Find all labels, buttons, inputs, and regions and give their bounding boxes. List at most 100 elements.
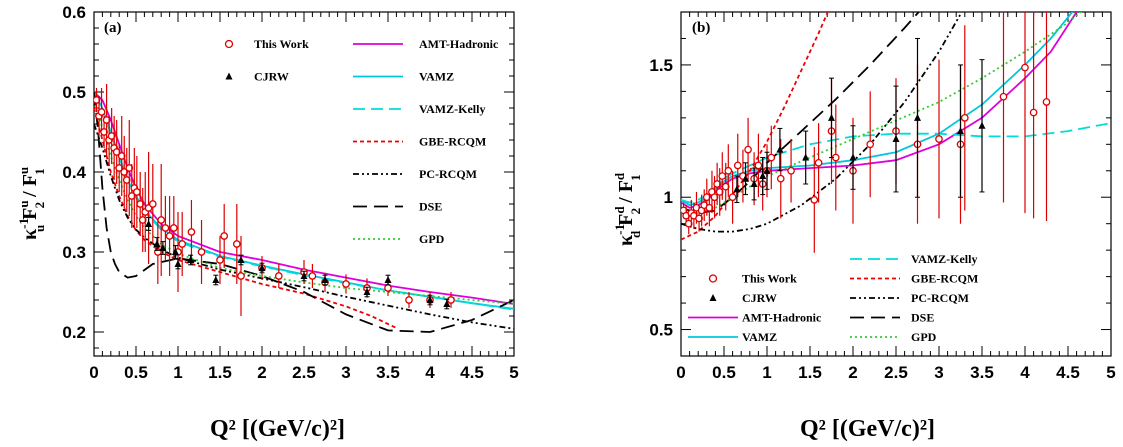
point-cjrw bbox=[978, 121, 986, 129]
point-cjrw bbox=[174, 260, 182, 267]
legend-label-pc-rcqm: PC-RCQM bbox=[419, 167, 477, 181]
point-cjrw bbox=[300, 272, 308, 279]
point-this-work bbox=[866, 140, 875, 149]
x-tick-label: 1 bbox=[762, 363, 771, 382]
x-tick-label: 1 bbox=[173, 363, 182, 382]
point-this-work bbox=[178, 240, 187, 248]
point-this-work bbox=[744, 145, 752, 154]
x-tick-label: 3 bbox=[341, 363, 350, 382]
y-axis-title-a: κ-1u Fu2 / Fu1 bbox=[16, 167, 47, 240]
curve-gbe-rcqm bbox=[94, 107, 397, 329]
x-tick-label: 1.5 bbox=[208, 363, 232, 382]
point-cjrw bbox=[750, 180, 758, 187]
point-this-work bbox=[342, 280, 350, 288]
point-this-work bbox=[127, 192, 136, 200]
legend-label-gbe-rcqm: GBE-RCQM bbox=[911, 272, 978, 286]
x-tick-label: 4.5 bbox=[460, 363, 484, 382]
point-this-work bbox=[197, 248, 206, 256]
point-this-work bbox=[148, 200, 157, 208]
legend-marker-cjrw bbox=[225, 72, 233, 80]
legend-marker-this-work bbox=[224, 39, 234, 49]
point-this-work bbox=[728, 193, 737, 202]
point-cjrw bbox=[914, 113, 921, 121]
point-this-work bbox=[684, 219, 693, 228]
point-cjrw bbox=[892, 135, 900, 143]
point-this-work bbox=[713, 180, 721, 188]
y-tick-label: 0.3 bbox=[62, 243, 86, 262]
legend-label-vamz-kelly: VAMZ-Kelly bbox=[419, 102, 485, 116]
point-this-work bbox=[776, 174, 785, 183]
x-tick-label: 2 bbox=[848, 363, 857, 382]
x-tick-label: 4.5 bbox=[1056, 363, 1080, 382]
point-this-work bbox=[216, 256, 224, 264]
point-cjrw bbox=[742, 174, 749, 182]
point-cjrw bbox=[426, 296, 434, 303]
point-this-work bbox=[710, 193, 719, 202]
point-cjrw bbox=[849, 153, 857, 161]
point-this-work bbox=[232, 240, 241, 248]
legend-label-this-work: This Work bbox=[742, 272, 797, 286]
point-cjrw bbox=[171, 248, 179, 255]
point-this-work bbox=[136, 200, 145, 208]
point-this-work bbox=[308, 272, 317, 280]
point-this-work bbox=[733, 161, 742, 170]
point-cjrw bbox=[212, 276, 220, 283]
x-tick-label: 4 bbox=[425, 363, 435, 382]
point-this-work bbox=[157, 216, 166, 224]
point-this-work bbox=[960, 113, 969, 122]
point-this-work bbox=[447, 296, 455, 304]
y-tick-label: 0.4 bbox=[62, 163, 86, 182]
panel-label-b: (b) bbox=[692, 20, 710, 36]
point-this-work bbox=[138, 216, 147, 224]
point-this-work bbox=[767, 153, 776, 162]
x-tick-label: 3 bbox=[934, 363, 943, 382]
point-this-work bbox=[724, 166, 733, 175]
point-cjrw bbox=[258, 264, 266, 271]
point-this-work bbox=[102, 116, 111, 124]
point-this-work bbox=[237, 272, 245, 280]
point-this-work bbox=[1029, 108, 1038, 117]
y-tick-label: 1 bbox=[664, 188, 673, 207]
x-tick-label: 2.5 bbox=[292, 363, 316, 382]
x-tick-label: 5 bbox=[1106, 363, 1115, 382]
legend-label-vamz: VAMZ bbox=[742, 330, 777, 344]
x-tick-label: 0 bbox=[89, 363, 98, 382]
point-cjrw bbox=[363, 288, 371, 295]
point-this-work bbox=[721, 182, 730, 191]
point-cjrw bbox=[145, 220, 153, 227]
point-cjrw bbox=[733, 185, 741, 193]
point-this-work bbox=[1042, 98, 1051, 106]
x-tick-label: 3.5 bbox=[970, 363, 994, 382]
point-this-work bbox=[405, 296, 413, 304]
point-this-work bbox=[112, 148, 121, 156]
legend-label-pc-rcqm: PC-RCQM bbox=[911, 291, 969, 305]
y-tick-label: 0.5 bbox=[62, 83, 86, 102]
point-this-work bbox=[94, 96, 101, 104]
points-a bbox=[94, 84, 455, 316]
x-tick-label: 0.5 bbox=[712, 363, 736, 382]
point-this-work bbox=[715, 188, 724, 196]
point-cjrw bbox=[159, 244, 167, 251]
panel-a: 0 0.5 1 1.5 2 2.5 3 3.5 4 4.5 5 0.2 0.3 0.4 0.5 0.6 (a)… bbox=[16, 3, 519, 442]
y-tick-label: 1.5 bbox=[649, 56, 673, 75]
legend-b: VAMZ-Kelly This Work GBE-RCQM CJRW PC-RCQM AM… bbox=[688, 252, 978, 344]
point-cjrw bbox=[187, 256, 195, 263]
panel-label-a: (a) bbox=[104, 20, 122, 36]
axes-b: 0 0.5 1 1.5 2 2.5 3 3.5 4 4.5 5 0.5 1 1.5 bbox=[649, 11, 1116, 382]
legend-label-cjrw: CJRW bbox=[742, 291, 777, 305]
x-tick-label: 0.5 bbox=[124, 363, 148, 382]
legend-label-dse: DSE bbox=[419, 200, 442, 214]
point-this-work bbox=[165, 232, 174, 240]
point-this-work bbox=[935, 135, 943, 143]
legend-a: AMT-Hadronic This Work VAMZ CJRW VAMZ-Kelly G… bbox=[224, 37, 499, 246]
point-this-work bbox=[117, 152, 126, 160]
x-tick-label: 4 bbox=[1020, 363, 1030, 382]
legend-label-dse: DSE bbox=[911, 311, 934, 325]
point-cjrw bbox=[153, 240, 161, 247]
point-this-work bbox=[125, 164, 134, 172]
legend-label-gpd: GPD bbox=[419, 232, 445, 246]
point-this-work bbox=[999, 92, 1008, 101]
point-this-work bbox=[274, 272, 283, 280]
point-this-work bbox=[754, 161, 763, 170]
